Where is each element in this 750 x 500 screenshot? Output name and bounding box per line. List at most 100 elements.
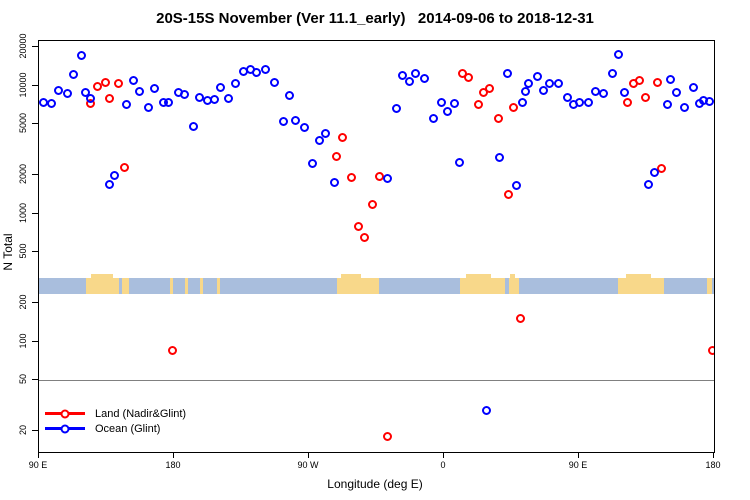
geo-band-land [199,278,203,294]
data-point-land [331,152,341,162]
data-point-ocean [315,136,324,146]
data-point-ocean [454,158,464,168]
x-tick-label: 0 [440,460,446,470]
legend-ocean-line [45,424,85,433]
data-point-ocean [429,113,438,123]
y-axis-title: N Total [1,233,15,271]
data-point-ocean [223,94,233,104]
data-point-land [337,133,347,143]
data-point-land [634,76,644,86]
geo-band-land-bump [466,274,491,279]
y-tick-mark [32,123,38,125]
x-tick-label: 90 W [297,460,319,470]
data-point-ocean [679,103,689,113]
legend-ocean-label: Ocean (Glint) [95,422,161,435]
data-point-ocean [672,87,681,97]
y-tick-label: 1000 [18,202,28,223]
data-point-ocean [613,50,623,60]
reference-line-50 [39,380,714,381]
data-point-ocean [63,89,72,99]
data-point-land [640,92,650,102]
data-point-ocean [538,85,548,95]
geo-band-land [121,278,129,294]
data-point-ocean [121,100,131,110]
data-point-land [354,222,363,232]
data-point-ocean [330,178,339,188]
data-point-land [93,81,102,91]
geo-band-land-bump [625,274,651,279]
legend: Land (Nadir&Glint) Ocean (Glint) [45,406,186,436]
data-point-ocean [391,104,401,114]
legend-land-label: Land (Nadir&Glint) [95,407,187,420]
data-point-ocean [523,78,533,88]
y-tick-label: 10000 [18,72,28,98]
data-point-ocean [321,129,330,139]
y-tick-label: 2000 [18,163,28,185]
data-point-ocean [649,168,659,178]
data-point-ocean [270,77,279,87]
data-point-ocean [553,78,563,88]
data-point-land [622,97,632,107]
data-point-land [100,78,110,88]
y-tick-label: 20000 [18,33,28,59]
geo-band-land [85,278,119,294]
x-tick-mark [308,452,309,458]
data-point-ocean [252,67,261,77]
data-point-ocean [216,83,225,93]
data-point-ocean [231,78,240,88]
data-point-land [105,94,114,104]
y-tick-mark [32,340,38,342]
data-point-ocean [619,87,629,97]
data-point-ocean [643,179,653,189]
data-point-ocean [583,97,593,107]
x-tick-mark [443,452,444,458]
y-tick-label: 100 [18,333,28,349]
y-tick-mark [32,84,38,86]
data-point-ocean [135,86,144,96]
legend-land-line [45,409,85,418]
geo-band-land [184,278,188,294]
geo-band-land [618,278,665,294]
data-point-ocean [300,123,309,132]
data-point-ocean [69,69,78,79]
data-point-land [114,79,123,89]
data-point-ocean [607,69,617,79]
data-point-land [493,114,503,124]
x-tick-mark [713,452,714,458]
y-tick-label: 5000 [18,113,28,134]
data-point-ocean [405,76,414,86]
geo-band-land [337,278,380,294]
data-point-ocean [109,170,119,180]
data-point-ocean [210,94,219,104]
geo-band-land [508,278,519,294]
geo-band-land [706,278,713,294]
data-point-ocean [663,100,672,110]
data-point-ocean [436,97,446,107]
data-point-ocean [105,179,114,189]
data-point-land [508,103,518,113]
data-point-ocean [495,152,504,162]
y-tick-label: 500 [18,243,28,259]
y-tick-mark [32,46,38,47]
data-point-ocean [511,180,521,190]
data-point-land [463,73,473,83]
data-point-ocean [397,70,407,80]
x-tick-mark [173,452,174,458]
data-point-ocean [450,98,459,108]
data-point-ocean [150,83,159,93]
data-point-ocean [189,121,198,131]
data-point-land [478,88,488,98]
geo-band-land-bump [340,274,362,279]
data-point-land [367,199,377,209]
data-point-ocean [442,106,452,116]
geo-band-land-bump [91,274,113,279]
data-point-ocean [307,159,317,169]
x-tick-label: 180 [165,460,181,470]
data-point-ocean [261,65,270,75]
data-point-ocean [291,116,300,126]
data-point-ocean [705,96,714,106]
data-point-ocean [520,86,530,96]
legend-row-ocean: Ocean (Glint) [45,421,186,436]
data-point-ocean [180,90,189,100]
legend-ocean-marker-icon [60,424,70,433]
